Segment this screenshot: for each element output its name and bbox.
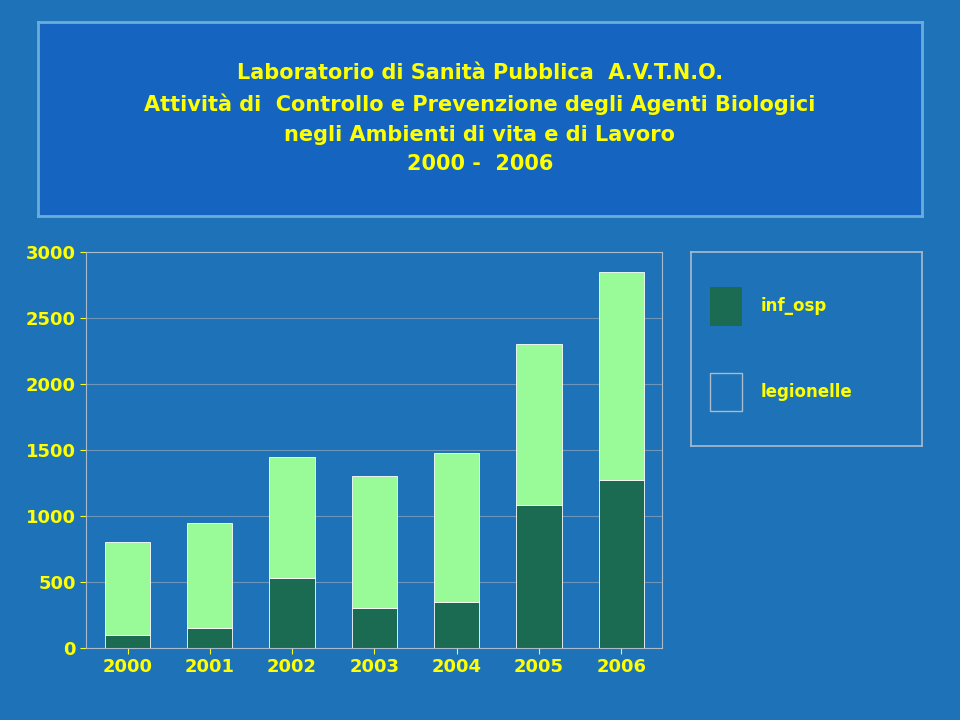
Bar [434, 453, 479, 602]
Bar [187, 523, 232, 628]
Bar [434, 602, 479, 648]
Bar [599, 480, 644, 648]
Text: Laboratorio di Sanità Pubblica  A.V.T.N.O.
Attività di  Controllo e Prevenzione : Laboratorio di Sanità Pubblica A.V.T.N.O… [144, 63, 816, 174]
Bar [351, 608, 397, 648]
Bar [351, 477, 397, 608]
Bar [270, 578, 315, 648]
Bar [105, 542, 150, 635]
Bar [599, 271, 644, 480]
Bar [516, 505, 562, 648]
Text: legionelle: legionelle [760, 383, 852, 401]
Bar [187, 628, 232, 648]
Text: inf_osp: inf_osp [760, 297, 827, 315]
Bar [270, 456, 315, 578]
Bar [709, 372, 742, 411]
Bar [516, 344, 562, 505]
Bar [709, 287, 742, 326]
Bar [105, 635, 150, 648]
